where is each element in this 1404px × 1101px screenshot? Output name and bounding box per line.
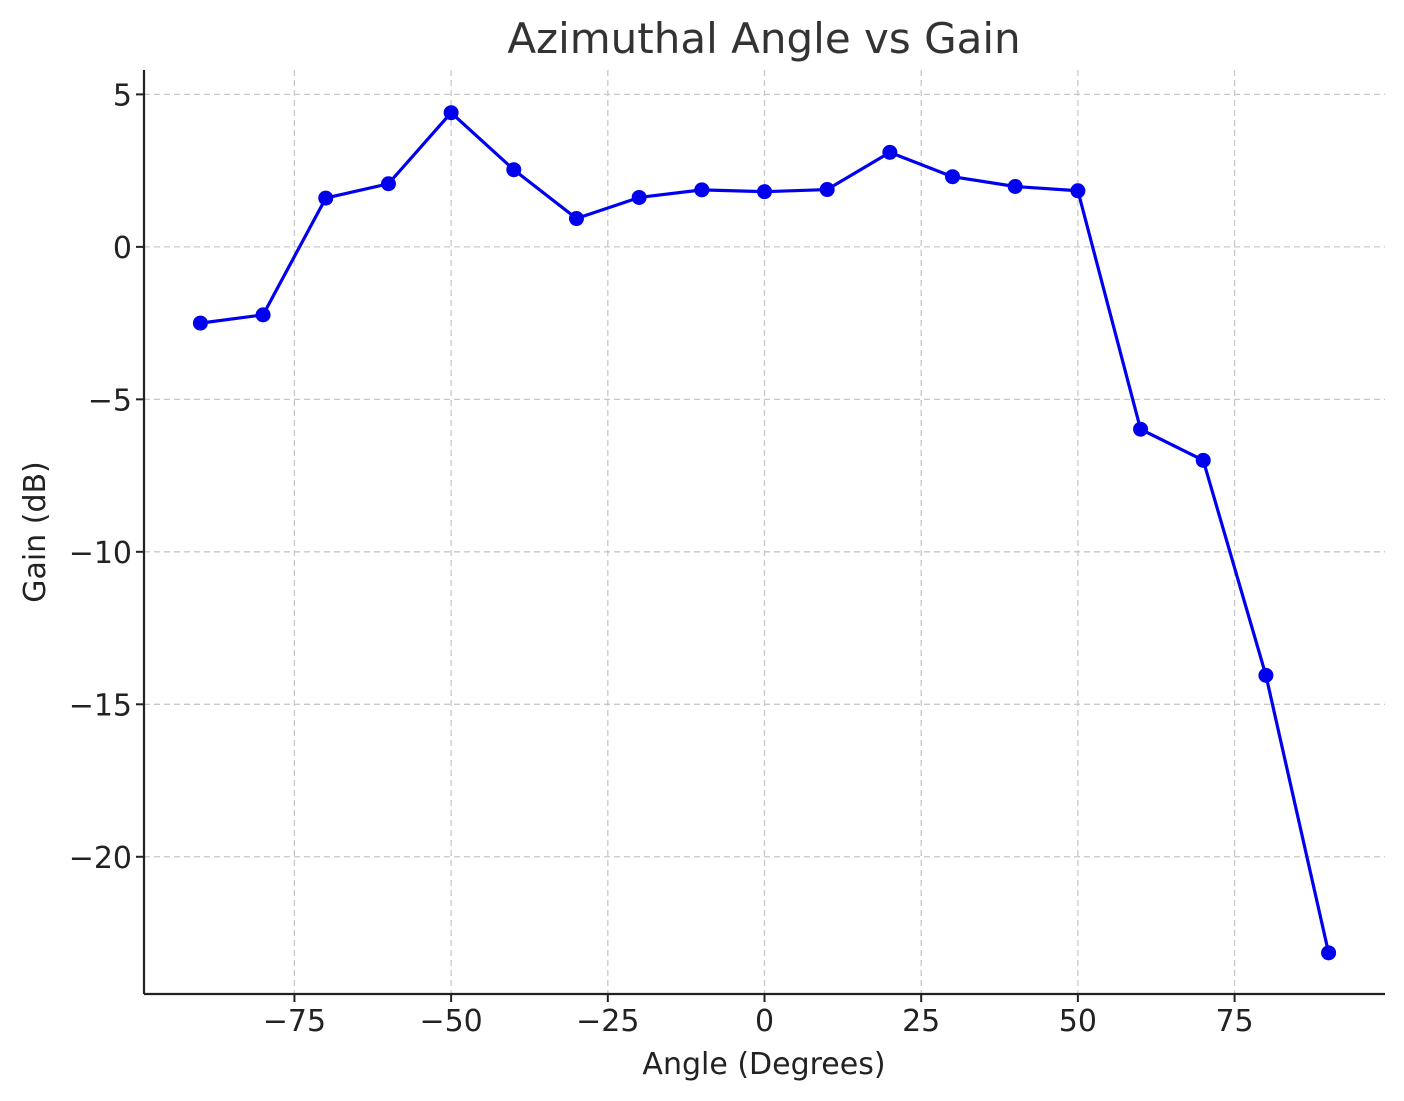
y-tick-label: −15 — [69, 688, 132, 723]
data-point — [631, 189, 647, 205]
data-point — [192, 315, 208, 331]
x-tick-label: 75 — [1215, 1004, 1253, 1039]
data-point — [1133, 421, 1149, 437]
x-tick-label: 50 — [1059, 1004, 1097, 1039]
data-point — [1195, 452, 1211, 468]
tick-marks — [136, 93, 1236, 1002]
y-tick-labels: 5 0 −5 −10 −15 −20 — [69, 78, 132, 875]
data-point — [1007, 178, 1023, 194]
data-point — [819, 182, 835, 198]
data-point — [380, 176, 396, 192]
series-layer — [192, 105, 1337, 961]
x-tick-labels: −75 −50 −25 0 25 50 75 — [263, 1004, 1254, 1039]
y-tick-label: −20 — [69, 841, 132, 876]
data-point — [882, 144, 898, 160]
data-point — [568, 211, 584, 227]
y-axis-label: Gain (dB) — [18, 461, 53, 603]
data-point — [506, 162, 522, 178]
data-point — [757, 184, 772, 200]
data-point — [945, 169, 961, 185]
y-tick-label: 0 — [113, 231, 132, 266]
x-tick-label: 25 — [902, 1004, 940, 1039]
chart-title: Azimuthal Angle vs Gain — [507, 14, 1020, 63]
data-point — [1321, 945, 1337, 961]
y-tick-label: 5 — [113, 78, 132, 113]
y-tick-label: −10 — [69, 536, 132, 571]
grid-lines — [144, 70, 1385, 994]
data-point — [318, 190, 334, 206]
x-tick-label: −25 — [576, 1004, 639, 1039]
x-tick-label: 0 — [755, 1004, 774, 1039]
data-point — [443, 105, 459, 121]
x-tick-label: −50 — [419, 1004, 482, 1039]
x-axis-label: Angle (Degrees) — [642, 1047, 885, 1082]
data-point — [255, 307, 271, 323]
data-point — [1070, 183, 1086, 199]
y-tick-label: −5 — [88, 383, 132, 418]
x-tick-label: −75 — [263, 1004, 326, 1039]
data-point — [694, 182, 710, 198]
data-point — [1258, 667, 1274, 683]
